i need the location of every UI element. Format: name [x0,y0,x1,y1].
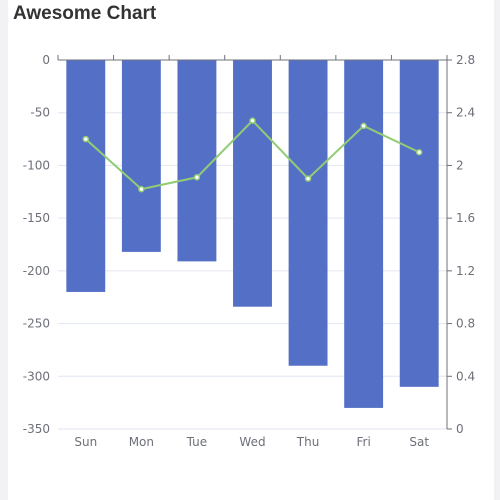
left-border-strip [0,0,8,500]
bar [399,60,439,387]
y-right-tick-label: 1.6 [456,211,475,225]
bar [121,60,161,252]
line-layer [82,117,423,193]
line-point [360,122,367,130]
y-right-tick-label: 0.8 [456,317,475,331]
axis-layer: 0 -50 -100 -150 -200 -250 -300 -350 2.8 2.4 2 1.6 1.… [23,53,475,449]
line-point [82,135,90,143]
line-point [193,174,201,181]
y-right-tick-label: 0.4 [456,369,475,383]
y-left-tick-label: -350 [23,422,50,436]
line-point [415,149,423,156]
x-tick-label: Tue [186,435,208,449]
y-left-tick-label: -200 [23,264,50,278]
bar [288,60,328,366]
bar [233,60,272,307]
y-right-tick-label: 2.8 [456,53,475,67]
bar-layer [66,60,439,408]
bar [66,60,106,292]
x-tick-label: Wed [239,435,265,449]
chart-title: Awesome Chart [13,3,157,24]
x-tick-label: Mon [129,435,154,449]
y-left-tick-label: -100 [23,158,50,172]
x-tick-label: Sat [409,435,429,449]
line-point [249,117,256,124]
bar [344,60,384,408]
y-right-tick-label: 2.4 [456,106,475,120]
x-tick-label: Sun [74,435,97,449]
y-right-tick-label: 0 [456,422,464,436]
y-left-tick-label: -300 [23,369,50,383]
y-right-tick-label: 2 [456,158,464,172]
x-tick-label: Thu [296,435,320,449]
line-point [304,175,312,182]
y-left-tick-label: -150 [23,211,50,225]
line-point [138,185,145,193]
y-left-tick-label: 0 [42,53,50,67]
bar [177,60,217,262]
y-right-tick-label: 1.2 [456,264,475,278]
x-tick-label: Fri [356,435,370,449]
y-left-tick-label: -250 [23,317,50,331]
right-border-strip [494,0,500,500]
y-left-tick-label: -50 [30,106,50,120]
